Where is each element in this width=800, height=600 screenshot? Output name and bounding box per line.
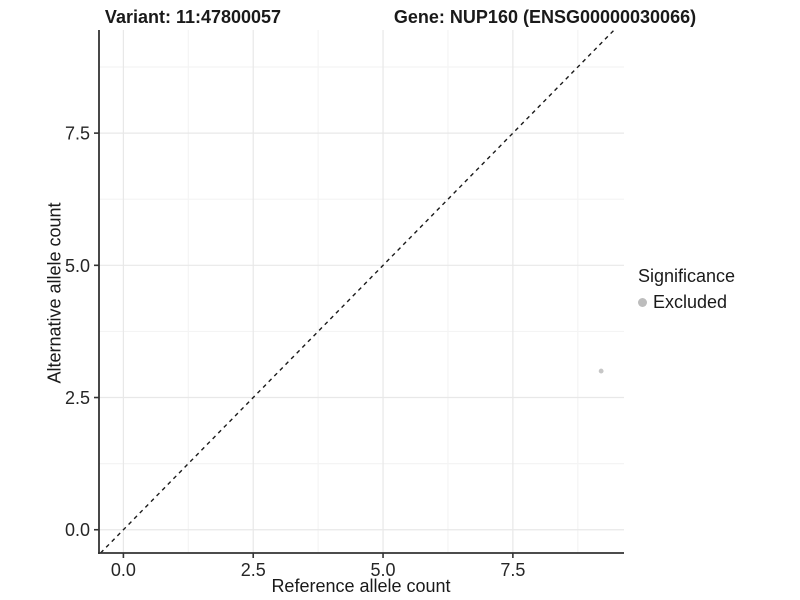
legend-key-dot — [638, 298, 647, 307]
y-tick-label: 5.0 — [65, 256, 90, 276]
y-axis-title: Alternative allele count — [44, 202, 65, 384]
plot-title-gene: Gene: NUP160 (ENSG00000030066) — [393, 7, 697, 27]
x-axis-title: Reference allele count — [271, 576, 451, 596]
legend-item-excluded: Excluded — [638, 292, 735, 313]
data-points — [598, 368, 604, 374]
identity-dashed-line — [100, 29, 615, 554]
axis-ticks: 0.0 2.5 5.0 7.5 0.0 2.5 5.0 7.5 — [65, 124, 525, 580]
legend-title: Significance — [638, 266, 736, 286]
x-tick-label: 7.5 — [500, 560, 525, 580]
plot-title-variant: Variant: 11:47800057 — [104, 7, 282, 27]
y-tick-label: 0.0 — [65, 520, 90, 540]
legend: Significance Excluded — [638, 266, 735, 313]
grid-minor — [99, 30, 624, 553]
grid-major — [99, 30, 624, 553]
y-tick-label: 7.5 — [65, 124, 90, 144]
data-point-excluded — [598, 368, 604, 374]
x-tick-label: 0.0 — [111, 560, 136, 580]
y-tick-label: 2.5 — [65, 388, 90, 408]
legend-item-label: Excluded — [653, 292, 728, 312]
x-tick-label: 5.0 — [371, 560, 396, 580]
x-tick-label: 2.5 — [241, 560, 266, 580]
axis-lines — [98, 30, 624, 554]
